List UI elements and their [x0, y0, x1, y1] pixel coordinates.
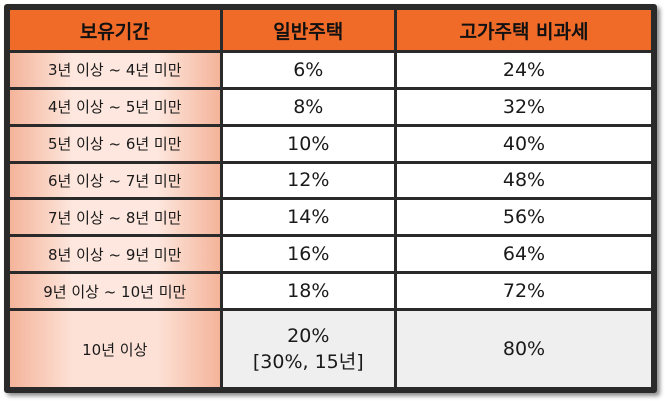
deduction-rate-table: 보유기간 일반주택 고가주택 비과세 3년 이상 ~ 4년 미만 6% 24% …: [7, 7, 654, 390]
header-holding-period: 보유기간: [10, 10, 220, 50]
general-rate-cell: 12%: [222, 163, 394, 198]
table-row: 8년 이상 ~ 9년 미만 16% 64%: [10, 237, 651, 272]
table-row: 3년 이상 ~ 4년 미만 6% 24%: [10, 53, 651, 87]
general-rate-cell: 16%: [222, 237, 394, 272]
holding-period-cell: 10년 이상: [10, 311, 220, 387]
table-row: 10년 이상 20% [30%, 15년] 80%: [10, 311, 651, 387]
general-rate-cell: 10%: [222, 126, 394, 161]
holding-period-cell: 4년 이상 ~ 5년 미만: [10, 89, 220, 124]
luxury-rate-cell: 40%: [396, 126, 651, 161]
luxury-rate-cell: 72%: [396, 274, 651, 308]
table-row: 6년 이상 ~ 7년 미만 12% 48%: [10, 163, 651, 198]
general-rate-cell: 14%: [222, 200, 394, 235]
luxury-rate-cell: 64%: [396, 237, 651, 272]
header-luxury-housing-exempt: 고가주택 비과세: [396, 10, 651, 50]
luxury-rate-cell: 24%: [396, 53, 651, 87]
table-row: 4년 이상 ~ 5년 미만 8% 32%: [10, 89, 651, 124]
general-rate-cell: 8%: [222, 89, 394, 124]
holding-period-cell: 7년 이상 ~ 8년 미만: [10, 200, 220, 235]
header-general-housing: 일반주택: [222, 10, 394, 50]
holding-period-cell: 5년 이상 ~ 6년 미만: [10, 126, 220, 161]
luxury-rate-cell: 80%: [396, 311, 651, 387]
general-rate-cell: 20% [30%, 15년]: [222, 311, 394, 387]
holding-period-cell: 9년 이상 ~ 10년 미만: [10, 274, 220, 308]
luxury-rate-cell: 48%: [396, 163, 651, 198]
luxury-rate-cell: 56%: [396, 200, 651, 235]
table-row: 7년 이상 ~ 8년 미만 14% 56%: [10, 200, 651, 235]
holding-period-cell: 6년 이상 ~ 7년 미만: [10, 163, 220, 198]
holding-period-cell: 3년 이상 ~ 4년 미만: [10, 53, 220, 87]
general-rate-cell: 6%: [222, 53, 394, 87]
general-rate-note: [30%, 15년]: [252, 351, 364, 373]
table-row: 9년 이상 ~ 10년 미만 18% 72%: [10, 274, 651, 308]
deduction-rate-table-frame: 보유기간 일반주택 고가주택 비과세 3년 이상 ~ 4년 미만 6% 24% …: [4, 4, 657, 393]
table-row: 5년 이상 ~ 6년 미만 10% 40%: [10, 126, 651, 161]
general-rate-value: 20%: [287, 325, 330, 347]
general-rate-cell: 18%: [222, 274, 394, 308]
holding-period-cell: 8년 이상 ~ 9년 미만: [10, 237, 220, 272]
luxury-rate-cell: 32%: [396, 89, 651, 124]
header-row: 보유기간 일반주택 고가주택 비과세: [10, 10, 651, 50]
